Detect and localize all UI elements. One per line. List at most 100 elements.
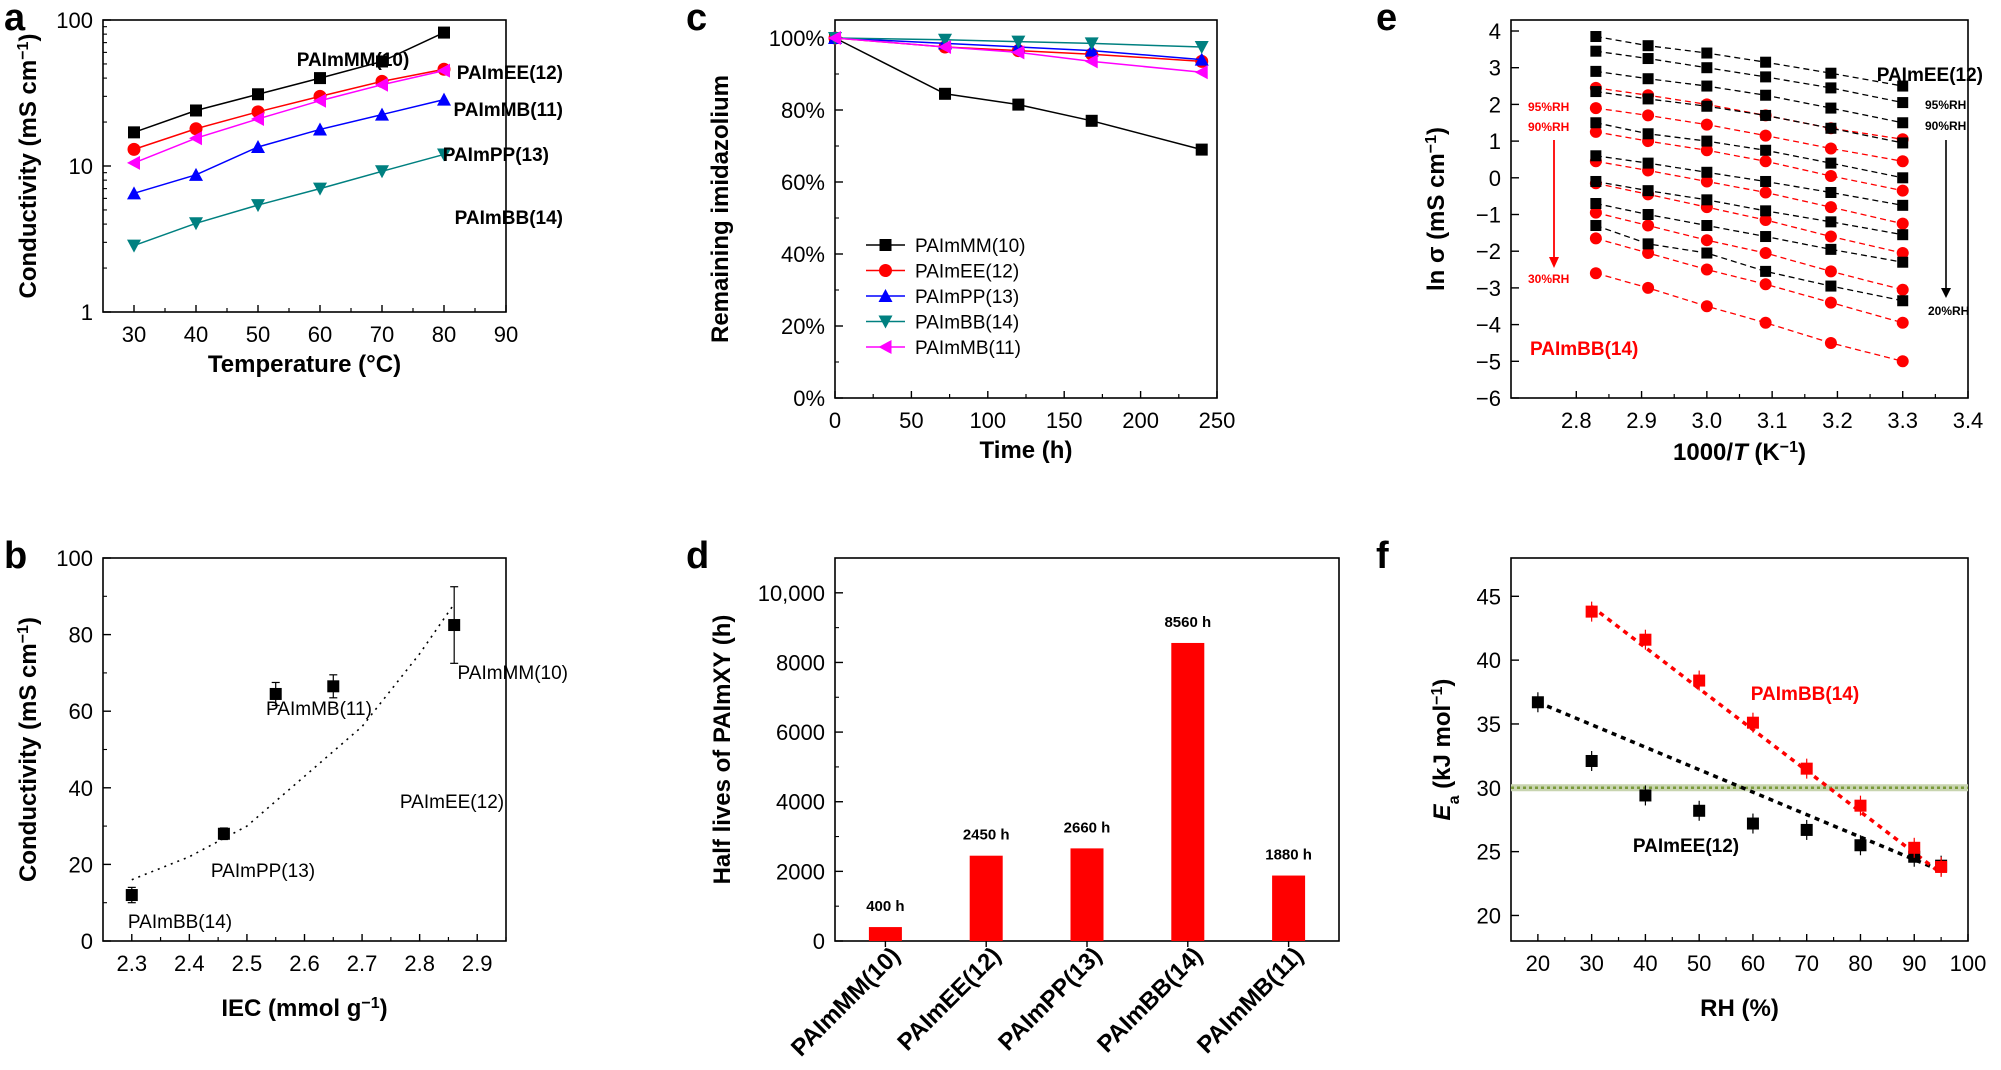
data-point-f-0: [1854, 839, 1867, 852]
x-tick-label-b: 2.7: [347, 951, 378, 976]
series-line-e-black2: [1595, 70, 1903, 124]
x-tick-label-b: 2.8: [404, 951, 435, 976]
data-point-e-red1: [1642, 109, 1655, 122]
x-tick-label-a: 80: [432, 322, 456, 347]
data-point-f-0: [1800, 823, 1813, 836]
data-point-a-3: [375, 107, 389, 121]
data-point-a-4: [375, 165, 389, 179]
x-tick-label-e: 3.1: [1757, 408, 1788, 433]
x-tick-label-b: 2.4: [174, 951, 205, 976]
data-point-a-2: [127, 155, 140, 170]
panel-label-a: a: [4, 0, 26, 39]
panel-label-d: d: [686, 535, 709, 577]
y-tick-label-b: 40: [69, 776, 93, 801]
x-tick-label-f: 90: [1902, 951, 1926, 976]
series-line-e-red5: [1595, 212, 1903, 291]
x-tick-label-a: 60: [308, 322, 332, 347]
x-tick-label-f: 50: [1687, 951, 1711, 976]
point-label-b: PAImMM(10): [458, 663, 568, 684]
data-point-e-black6: [1642, 185, 1654, 197]
data-point-e-black6: [1590, 175, 1602, 187]
data-point-a-3: [251, 139, 265, 153]
y-tick-label-e: −2: [1476, 239, 1501, 264]
data-point-e-black4: [1825, 157, 1837, 169]
data-point-c-2: [1194, 52, 1209, 66]
data-point-e-black7: [1825, 243, 1837, 255]
y-axis-title-c: Remaining imidazolium: [707, 75, 734, 343]
category-label-d: PAImPP(13): [993, 942, 1107, 1056]
y-tick-label-c: 60%: [781, 170, 825, 195]
y-tick-label-a: 1: [81, 300, 93, 325]
legend-label-c: PAImEE(12): [915, 262, 1019, 283]
x-tick-label-b: 2.3: [116, 951, 147, 976]
plot-frame-b: [102, 557, 507, 942]
y-tick-label-d: 4000: [776, 790, 825, 815]
x-tick-label-f: 60: [1741, 951, 1765, 976]
series-line-e-red7: [1595, 272, 1903, 362]
data-point-e-black5: [1825, 186, 1837, 198]
legend-marker-c: [878, 289, 893, 302]
series-line-a-0: [133, 31, 445, 134]
y-tick-label-a: 100: [56, 8, 93, 33]
legend-marker-c: [878, 315, 893, 329]
arrow-head-e-black: [1941, 288, 1951, 298]
series-name-f-red: PAImBB(14): [1751, 684, 1859, 705]
data-point-e-red5: [1759, 247, 1772, 260]
category-label-d: PAImEE(12): [892, 942, 1006, 1056]
data-point-e-red1: [1896, 155, 1909, 168]
x-tick-label-a: 50: [246, 322, 270, 347]
rh-label-e: 90%RH: [1528, 120, 1569, 134]
series-line-e-black5: [1595, 155, 1903, 206]
value-label-d: 2450 h: [963, 827, 1010, 844]
data-point-c-3: [938, 33, 953, 47]
data-point-a-3: [189, 167, 203, 181]
data-point-e-black8: [1701, 247, 1713, 259]
data-point-e-black8: [1590, 220, 1602, 232]
x-tick-label-f: 70: [1794, 951, 1818, 976]
x-tick-label-a: 40: [184, 322, 208, 347]
fit-curve-b: [131, 603, 455, 881]
y-tick-label-f: 35: [1477, 712, 1501, 737]
series-name-e-black: PAImEE(12): [1877, 65, 1983, 86]
y-tick-label-d: 10,000: [758, 581, 825, 606]
y-axis-title-a: Conductivity (mS cm−1): [15, 34, 43, 299]
fit-line-f-0: [1537, 700, 1942, 873]
y-tick-label-e: 4: [1489, 19, 1501, 44]
data-point-a-2: [251, 111, 264, 126]
data-point-e-red4: [1759, 214, 1772, 227]
data-point-f-1: [1746, 716, 1759, 729]
point-label-b: PAImBB(14): [128, 912, 232, 933]
data-point-a-3: [437, 92, 451, 106]
x-tick-label-c: 250: [1199, 408, 1236, 433]
y-tick-label-c: 100%: [769, 26, 825, 51]
legend-marker-c: [878, 340, 892, 354]
x-axis-title-f: RH (%): [1700, 995, 1779, 1022]
series-name-e-red: PAImBB(14): [1530, 339, 1638, 360]
data-point-e-red6: [1589, 232, 1602, 245]
y-tick-label-a: 10: [69, 154, 93, 179]
point-label-b: PAImPP(13): [211, 861, 315, 882]
data-point-b: [269, 687, 282, 700]
data-point-a-3: [127, 186, 141, 200]
series-line-e-red1: [1595, 107, 1903, 162]
y-tick-label-e: 0: [1489, 166, 1501, 191]
data-point-b: [217, 827, 230, 840]
y-tick-label-b: 100: [56, 546, 93, 571]
y-tick-label-c: 0%: [793, 386, 825, 411]
data-point-e-black1: [1701, 62, 1713, 74]
series-line-e-black4: [1595, 122, 1903, 179]
legend-label-c: PAImBB(14): [915, 313, 1019, 334]
y-tick-label-e: 2: [1489, 92, 1501, 117]
data-point-e-black2: [1701, 80, 1713, 92]
data-point-e-red7: [1700, 300, 1713, 313]
x-tick-label-e: 3.2: [1822, 408, 1853, 433]
category-label-d: PAImMM(10): [786, 942, 906, 1062]
panel-label-c: c: [686, 0, 707, 39]
bar-d-3: [1171, 642, 1205, 941]
data-point-e-black1: [1897, 97, 1909, 109]
data-point-c-3: [1084, 37, 1099, 51]
data-point-e-black3: [1760, 109, 1772, 121]
data-point-f-1: [1935, 860, 1948, 873]
annotation-a: PAImMM(10): [297, 50, 410, 71]
data-point-e-red5: [1824, 265, 1837, 278]
